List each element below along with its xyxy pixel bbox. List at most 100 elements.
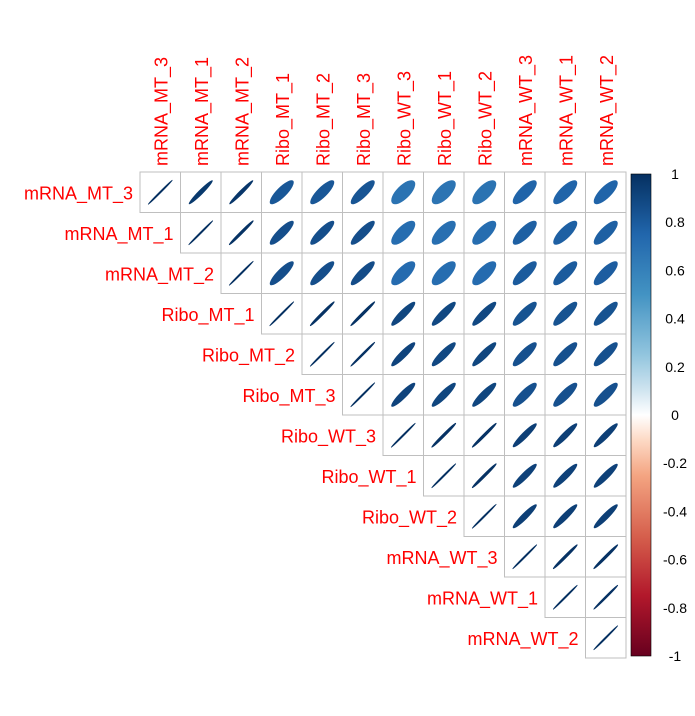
ellipse-Ribo_MT_1-mRNA_WT_2 — [593, 301, 618, 326]
ellipse-Ribo_MT_1-Ribo_MT_3 — [350, 301, 376, 327]
colorbar-tick-label: -1 — [669, 648, 682, 664]
ellipse-mRNA_MT_1-mRNA_WT_3 — [512, 220, 537, 245]
ellipse-Ribo_MT_2-Ribo_MT_3 — [350, 341, 376, 367]
col-label-mRNA_WT_3: mRNA_WT_3 — [516, 55, 537, 166]
ellipse-Ribo_MT_2-Ribo_WT_2 — [472, 342, 497, 367]
colorbar: 1 0.8 0.6 0.4 0.2 0 -0.2 -0.4 -0.6 -0.8 -1 — [630, 166, 687, 664]
ellipse-mRNA_MT_3-Ribo_MT_1 — [269, 180, 294, 205]
colorbar-tick-label: 0.6 — [665, 262, 685, 278]
ellipse-mRNA_MT_3-mRNA_WT_1 — [553, 180, 578, 205]
row-label-mRNA_MT_2: mRNA_MT_2 — [105, 264, 214, 285]
ellipse-mRNA_MT_1-Ribo_MT_2 — [310, 220, 335, 245]
col-label-mRNA_MT_1: mRNA_MT_1 — [192, 57, 213, 166]
ellipse-mRNA_MT_2-Ribo_WT_3 — [391, 261, 416, 286]
row-label-Ribo_WT_2: Ribo_WT_2 — [362, 507, 457, 528]
ellipse-mRNA_MT_2-Ribo_MT_2 — [310, 261, 335, 286]
ellipse-mRNA_MT_3-mRNA_MT_1 — [188, 180, 213, 205]
ellipse-mRNA_MT_1-Ribo_WT_2 — [472, 220, 497, 245]
col-label-Ribo_WT_2: Ribo_WT_2 — [475, 71, 496, 166]
row-label-Ribo_MT_3: Ribo_MT_3 — [242, 386, 335, 407]
ellipse-Ribo_WT_2-mRNA_WT_1 — [553, 504, 578, 529]
ellipse-Ribo_MT_2-Ribo_WT_1 — [431, 342, 456, 367]
ellipse-Ribo_MT_3-Ribo_WT_1 — [431, 382, 456, 407]
ellipse-Ribo_MT_1-Ribo_WT_3 — [391, 301, 416, 326]
colorbar-gradient — [630, 173, 652, 657]
colorbar-tick-label: 1 — [671, 166, 679, 182]
col-label-Ribo_MT_3: Ribo_MT_3 — [354, 73, 375, 166]
row-label-mRNA_WT_2: mRNA_WT_2 — [467, 629, 578, 650]
ellipse-Ribo_MT_2-Ribo_MT_2 — [309, 341, 335, 367]
row-label-mRNA_WT_1: mRNA_WT_1 — [427, 588, 538, 609]
ellipse-mRNA_MT_2-Ribo_WT_1 — [431, 261, 456, 286]
col-label-Ribo_MT_2: Ribo_MT_2 — [313, 73, 334, 166]
ellipse-mRNA_WT_2-mRNA_WT_2 — [593, 625, 619, 651]
ellipse-Ribo_MT_1-mRNA_WT_1 — [553, 301, 578, 326]
ellipse-Ribo_MT_1-mRNA_WT_3 — [512, 301, 537, 326]
ellipse-Ribo_MT_2-mRNA_WT_1 — [553, 342, 578, 367]
ellipse-mRNA_MT_1-mRNA_MT_1 — [188, 220, 214, 246]
ellipse-Ribo_WT_2-Ribo_WT_2 — [471, 503, 497, 529]
ellipse-mRNA_MT_2-mRNA_WT_1 — [553, 261, 578, 286]
ellipse-Ribo_WT_1-Ribo_WT_1 — [431, 463, 457, 489]
col-label-mRNA_MT_2: mRNA_MT_2 — [232, 57, 253, 166]
row-label-Ribo_MT_2: Ribo_MT_2 — [202, 345, 295, 366]
ellipse-Ribo_WT_1-mRNA_WT_3 — [512, 463, 537, 488]
ellipse-Ribo_WT_3-mRNA_WT_2 — [593, 423, 618, 448]
column-labels: mRNA_MT_3 mRNA_MT_1 mRNA_MT_2 Ribo_MT_1 Ribo… — [151, 55, 618, 166]
ellipse-Ribo_WT_1-mRNA_WT_2 — [593, 463, 618, 488]
ellipse-mRNA_WT_3-mRNA_WT_3 — [512, 544, 538, 570]
ellipse-Ribo_MT_2-mRNA_WT_3 — [512, 342, 537, 367]
colorbar-tick-label: -0.8 — [663, 600, 687, 616]
ellipse-Ribo_MT_3-mRNA_WT_3 — [512, 382, 537, 407]
ellipse-Ribo_MT_3-mRNA_WT_1 — [553, 382, 578, 407]
colorbar-tick-label: -0.6 — [663, 552, 687, 568]
colorbar-tick-label: 0 — [671, 407, 679, 423]
colorbar-tick-label: -0.4 — [663, 503, 687, 519]
ellipse-Ribo_MT_1-Ribo_WT_1 — [431, 301, 456, 326]
ellipse-mRNA_MT_3-Ribo_MT_2 — [310, 180, 335, 205]
colorbar-tick-label: 0.4 — [665, 311, 685, 327]
ellipse-mRNA_WT_3-mRNA_WT_1 — [552, 544, 578, 570]
ellipse-mRNA_MT_3-Ribo_MT_3 — [350, 180, 375, 205]
ellipse-mRNA_MT_1-Ribo_MT_3 — [350, 220, 375, 245]
ellipse-Ribo_MT_3-Ribo_WT_2 — [472, 382, 497, 407]
cell-border — [382, 333, 424, 375]
row-labels: mRNA_MT_3 mRNA_MT_1 mRNA_MT_2 Ribo_MT_1 Ribo… — [24, 183, 579, 650]
ellipse-Ribo_MT_3-mRNA_WT_2 — [593, 382, 618, 407]
ellipse-Ribo_WT_3-Ribo_WT_3 — [390, 422, 416, 448]
ellipse-Ribo_WT_1-Ribo_WT_2 — [471, 463, 497, 489]
row-label-mRNA_MT_1: mRNA_MT_1 — [64, 224, 173, 245]
ellipse-mRNA_WT_1-mRNA_WT_1 — [552, 584, 578, 610]
col-label-Ribo_WT_1: Ribo_WT_1 — [435, 71, 456, 166]
row-label-Ribo_MT_1: Ribo_MT_1 — [161, 305, 254, 326]
colorbar-tick-label: -0.2 — [663, 455, 687, 471]
ellipse-Ribo_MT_3-Ribo_MT_3 — [350, 382, 376, 408]
ellipse-mRNA_MT_2-mRNA_MT_2 — [228, 260, 254, 286]
ellipse-Ribo_WT_2-mRNA_WT_3 — [512, 504, 537, 529]
ellipse-Ribo_WT_3-mRNA_WT_3 — [512, 423, 537, 448]
ellipse-Ribo_MT_2-Ribo_WT_3 — [391, 342, 416, 367]
ellipse-mRNA_MT_1-mRNA_WT_1 — [553, 220, 578, 245]
ellipse-mRNA_MT_3-mRNA_WT_2 — [593, 180, 618, 205]
colorbar-tick-label: 0.8 — [665, 214, 685, 230]
ellipse-mRNA_MT_2-Ribo_MT_1 — [269, 261, 294, 286]
ellipse-mRNA_MT_1-Ribo_MT_1 — [269, 220, 294, 245]
ellipse-Ribo_WT_3-mRNA_WT_1 — [553, 423, 578, 448]
row-label-mRNA_WT_3: mRNA_WT_3 — [386, 548, 497, 569]
ellipse-Ribo_MT_1-Ribo_WT_2 — [472, 301, 497, 326]
row-label-mRNA_MT_3: mRNA_MT_3 — [24, 183, 133, 204]
ellipse-mRNA_MT_3-Ribo_WT_3 — [391, 180, 416, 205]
ellipse-mRNA_MT_2-Ribo_WT_2 — [472, 261, 497, 286]
ellipse-mRNA_MT_2-Ribo_MT_3 — [350, 261, 375, 286]
ellipse-mRNA_MT_3-Ribo_WT_1 — [431, 180, 456, 205]
cell-border — [261, 293, 303, 335]
ellipse-Ribo_WT_1-mRNA_WT_1 — [553, 463, 578, 488]
col-label-mRNA_MT_3: mRNA_MT_3 — [151, 57, 172, 166]
ellipse-Ribo_WT_2-mRNA_WT_2 — [593, 504, 618, 529]
col-label-mRNA_WT_2: mRNA_WT_2 — [597, 55, 618, 166]
colorbar-tick-label: 0.2 — [665, 359, 685, 375]
col-label-Ribo_WT_3: Ribo_WT_3 — [394, 71, 415, 166]
ellipse-mRNA_WT_3-mRNA_WT_2 — [593, 544, 619, 570]
ellipse-mRNA_MT_1-Ribo_WT_1 — [431, 220, 456, 245]
ellipse-Ribo_MT_2-mRNA_WT_2 — [593, 342, 618, 367]
